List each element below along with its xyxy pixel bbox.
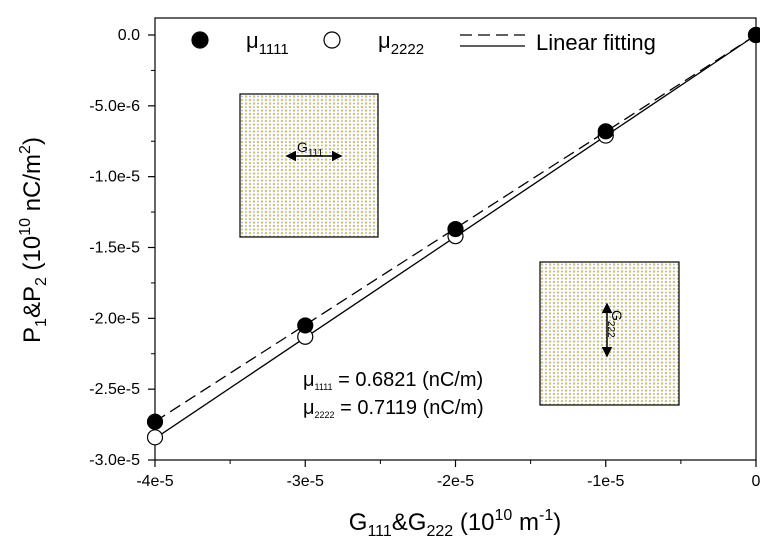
point-mu2222 — [146, 429, 164, 446]
x-tick-label: -3e-5 — [287, 473, 324, 490]
point-mu1111 — [146, 413, 164, 430]
inset-g111-lattice — [239, 93, 379, 238]
y-tick-label: -1.5e-5 — [89, 240, 140, 257]
y-tick-label: -2.0e-5 — [89, 310, 140, 327]
y-axis-ticks: 0.0 -5.0e-6 -1.0e-5 -1.5e-5 -2.0e-5 -2.5e-5 -3… — [89, 27, 155, 469]
y-tick-label: -2.5e-5 — [89, 381, 140, 398]
inset-g111-label: G111 — [297, 139, 324, 159]
y-tick-label: -1.0e-5 — [89, 169, 140, 186]
x-tick-label: 0 — [752, 473, 760, 490]
x-axis-title: G111&G222 (1010 m-1) — [349, 507, 561, 540]
y-tick-label: -3.0e-5 — [89, 452, 140, 469]
point-mu1111 — [747, 26, 760, 44]
legend-marker-filled-circle-icon — [191, 31, 209, 49]
y-tick-label: 0.0 — [118, 27, 140, 44]
fit-annotations: μ1111 = 0.6821 (nC/m) μ2222 = 0.7119 (nC… — [303, 369, 484, 420]
legend: μ1111 μ2222 Linear fitting — [191, 28, 656, 58]
inset-g222: G222 — [539, 261, 680, 406]
legend-label-mu1111: μ1111 — [246, 28, 289, 58]
x-axis-ticks: -4e-5 -3e-5 -2e-5 -1e-5 0 — [136, 460, 760, 490]
point-mu1111 — [447, 220, 464, 238]
inset-g111: G111 — [239, 93, 379, 238]
legend-label-mu2222: μ2222 — [378, 28, 424, 58]
y-tick-label: -5.0e-6 — [89, 98, 140, 115]
fit-line-dashed — [154, 34, 757, 423]
legend-label-linear-fitting: Linear fitting — [536, 30, 656, 55]
data-points — [146, 26, 760, 446]
point-mu1111 — [597, 123, 614, 140]
legend-marker-open-circle-icon — [323, 31, 341, 49]
x-tick-label: -4e-5 — [136, 473, 173, 490]
inset-g222-label: G222 — [605, 310, 625, 338]
y-axis-title: P1&P2 (1010 nC/m2) — [17, 137, 50, 343]
x-tick-label: -1e-5 — [587, 473, 624, 490]
annotation-mu1111: μ1111 = 0.6821 (nC/m) — [303, 369, 483, 392]
annotation-mu2222: μ2222 = 0.7119 (nC/m) — [303, 397, 484, 420]
point-mu1111 — [297, 317, 314, 334]
x-tick-label: -2e-5 — [437, 473, 474, 490]
